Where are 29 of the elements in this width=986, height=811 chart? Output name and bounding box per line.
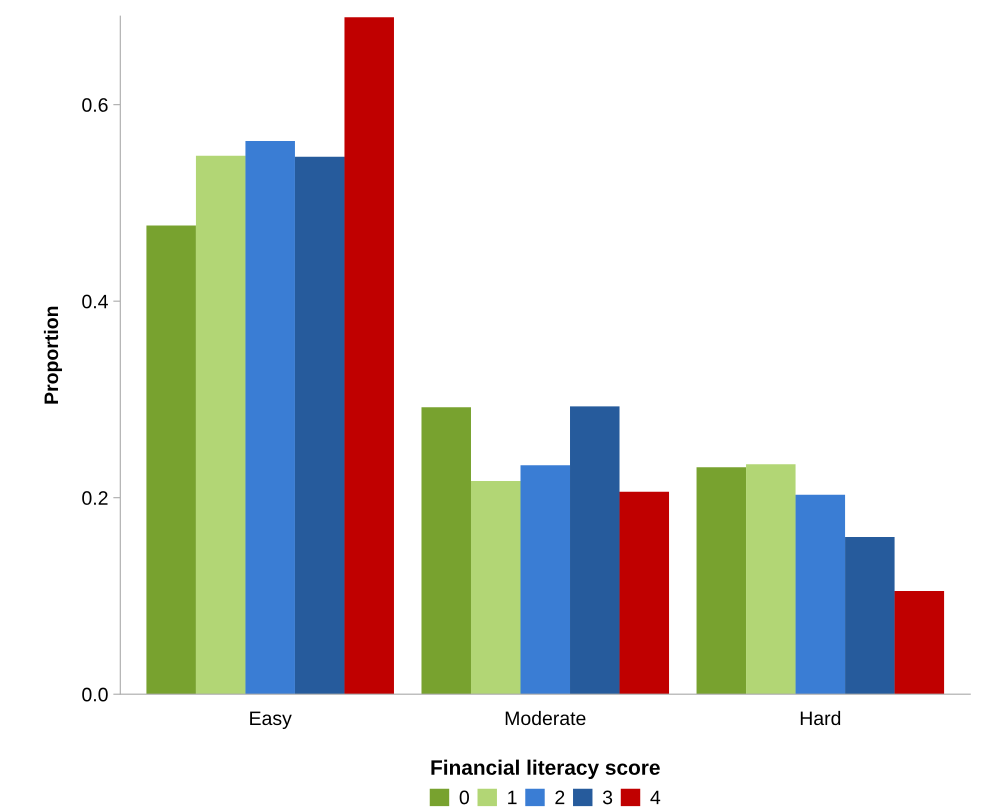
legend-label: 3 <box>602 790 612 804</box>
bar <box>746 464 796 694</box>
y-tick-label: 0.2 <box>82 491 108 505</box>
legend-title: Financial literacy score <box>431 760 660 780</box>
bar <box>894 591 944 694</box>
bar <box>470 480 521 694</box>
x-tick-label: Moderate <box>506 710 586 726</box>
bar <box>620 492 670 694</box>
y-tick-label: 0.4 <box>82 294 108 308</box>
legend-label: 2 <box>555 790 564 804</box>
bar <box>344 17 394 694</box>
legend-label: 4 <box>650 790 660 804</box>
bar <box>421 407 471 694</box>
x-tick-label: Hard <box>800 710 840 726</box>
x-tick-label: Easy <box>250 712 292 730</box>
bar <box>796 494 846 694</box>
bar <box>520 465 570 694</box>
legend-label: 1 <box>508 790 517 804</box>
y-tick-label: 0.6 <box>82 98 108 112</box>
legend-label: 0 <box>460 790 469 804</box>
bar <box>294 156 344 694</box>
bar <box>845 537 895 694</box>
bar <box>245 141 295 694</box>
y-tick-label: 0.0 <box>82 688 108 702</box>
bar <box>570 406 620 694</box>
bar <box>146 226 196 694</box>
bar <box>696 467 746 694</box>
y-axis-title: Proportion <box>44 306 62 404</box>
bar <box>196 156 246 694</box>
